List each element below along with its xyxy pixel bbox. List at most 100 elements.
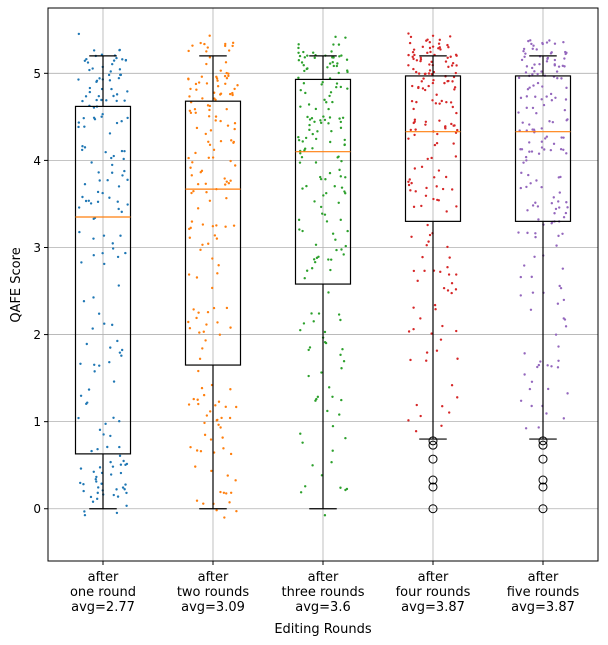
jitter-point: [437, 169, 441, 172]
jitter-point: [214, 119, 217, 122]
jitter-point: [540, 146, 544, 149]
jitter-point: [208, 143, 212, 147]
jitter-point: [550, 222, 553, 225]
jitter-point: [90, 161, 93, 164]
jitter-point: [203, 421, 206, 425]
jitter-point: [317, 312, 321, 315]
jitter-point: [95, 98, 98, 102]
jitter-point: [92, 116, 96, 120]
jitter-point: [199, 41, 202, 45]
jitter-point: [552, 196, 555, 199]
jitter-point: [447, 79, 450, 83]
jitter-point: [412, 57, 415, 61]
jitter-point: [346, 229, 349, 233]
jitter-point: [519, 275, 522, 279]
jitter-point: [303, 276, 306, 280]
jitter-point: [426, 223, 429, 227]
jitter-point: [187, 49, 190, 53]
jitter-point: [448, 35, 452, 38]
jitter-point: [118, 454, 122, 458]
jitter-point: [112, 493, 115, 497]
jitter-point: [191, 161, 194, 164]
jitter-point: [304, 91, 307, 95]
jitter-point: [221, 436, 224, 439]
jitter-point: [106, 179, 109, 182]
jitter-point: [428, 46, 432, 50]
jitter-point: [425, 39, 428, 42]
jitter-point: [77, 125, 80, 129]
jitter-point: [224, 82, 227, 85]
jitter-point: [331, 100, 334, 104]
jitter-point: [554, 333, 558, 336]
jitter-point: [92, 49, 96, 52]
jitter-point: [555, 244, 558, 247]
jitter-point: [525, 106, 528, 110]
jitter-point: [336, 62, 339, 65]
jitter-point: [544, 137, 547, 140]
jitter-point: [536, 72, 539, 76]
jitter-point: [545, 412, 548, 415]
jitter-point: [548, 39, 551, 42]
jitter-point: [337, 313, 341, 316]
jitter-point: [557, 65, 561, 68]
jitter-point: [344, 176, 347, 179]
jitter-point: [340, 367, 343, 370]
jitter-point: [108, 360, 111, 364]
jitter-point: [211, 257, 214, 260]
jitter-point: [118, 445, 121, 449]
jitter-point: [446, 56, 449, 59]
jitter-point: [109, 70, 112, 73]
jitter-point: [224, 61, 228, 64]
jitter-point: [100, 115, 103, 118]
jitter-point: [123, 99, 126, 102]
jitter-point: [553, 212, 556, 215]
jitter-point: [344, 192, 347, 195]
jitter-point: [537, 363, 541, 367]
jitter-point: [426, 157, 429, 161]
jitter-point: [98, 179, 101, 182]
jitter-point: [410, 99, 414, 103]
jitter-point: [80, 261, 83, 264]
jitter-point: [342, 360, 346, 363]
jitter-point: [429, 50, 432, 54]
jitter-point: [219, 426, 222, 429]
jitter-point: [232, 224, 236, 227]
jitter-point: [227, 74, 230, 78]
jitter-point: [428, 233, 432, 237]
outlier-point: [428, 436, 438, 446]
jitter-point: [444, 175, 448, 179]
jitter-point: [195, 316, 198, 320]
jitter-point: [209, 129, 213, 132]
jitter-point: [428, 63, 431, 66]
jitter-point: [421, 255, 424, 259]
jitter-point: [545, 135, 549, 138]
jitter-point: [345, 58, 349, 61]
jitter-point: [435, 141, 439, 145]
jitter-point: [195, 126, 199, 130]
jitter-point: [542, 103, 546, 107]
jitter-point: [231, 91, 234, 95]
jitter-point: [297, 51, 300, 54]
jitter-point: [89, 495, 93, 499]
jitter-point: [236, 84, 239, 87]
jitter-point: [548, 120, 551, 123]
jitter-point: [428, 41, 432, 44]
jitter-point: [199, 450, 203, 453]
jitter-point: [306, 115, 309, 119]
jitter-point: [189, 111, 193, 115]
jitter-point: [530, 150, 534, 153]
x-axis-label: Editing Rounds: [274, 622, 372, 637]
jitter-point: [111, 465, 115, 468]
jitter-point: [302, 322, 306, 325]
jitter-point: [339, 318, 342, 322]
jitter-point: [314, 243, 318, 247]
jitter-point: [329, 258, 333, 261]
jitter-point: [104, 422, 107, 426]
jitter-point: [198, 357, 202, 361]
jitter-point: [522, 49, 525, 53]
jitter-point: [413, 133, 416, 137]
jitter-point: [431, 99, 434, 102]
jitter-point: [97, 312, 101, 315]
jitter-point: [188, 236, 192, 239]
jitter-point: [81, 195, 84, 199]
